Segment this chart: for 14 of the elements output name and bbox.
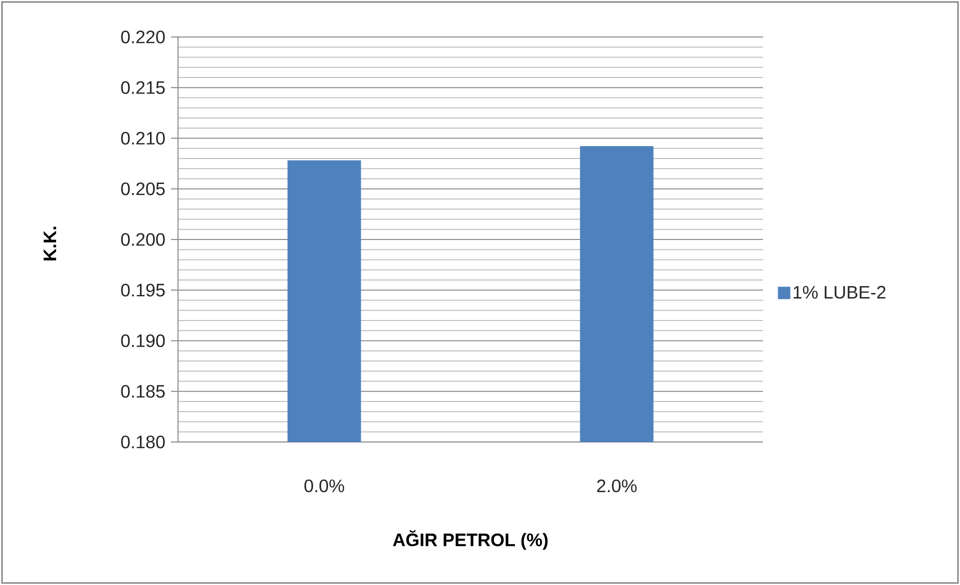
y-tick-label: 0.190	[121, 334, 165, 348]
y-tick-label: 0.210	[121, 132, 165, 145]
x-tick-label: 0.0%	[304, 480, 344, 492]
y-tick-label: 0.180	[121, 436, 165, 448]
y-tick-label: 0.200	[121, 233, 165, 246]
x-tick-label: 2.0%	[597, 480, 637, 492]
y-tick-label: 0.205	[121, 182, 165, 196]
y-axis-title: K.K.	[44, 226, 56, 260]
legend-label: 1% LUBE-2	[794, 286, 886, 299]
y-tick-label: 0.215	[121, 81, 165, 94]
y-tick-label: 0.185	[121, 384, 165, 398]
y-tick-label: 0.195	[121, 284, 165, 296]
y-tick-label: 0.220	[121, 30, 165, 44]
x-axis-title: AĞIR PETROL (%)	[392, 530, 548, 550]
